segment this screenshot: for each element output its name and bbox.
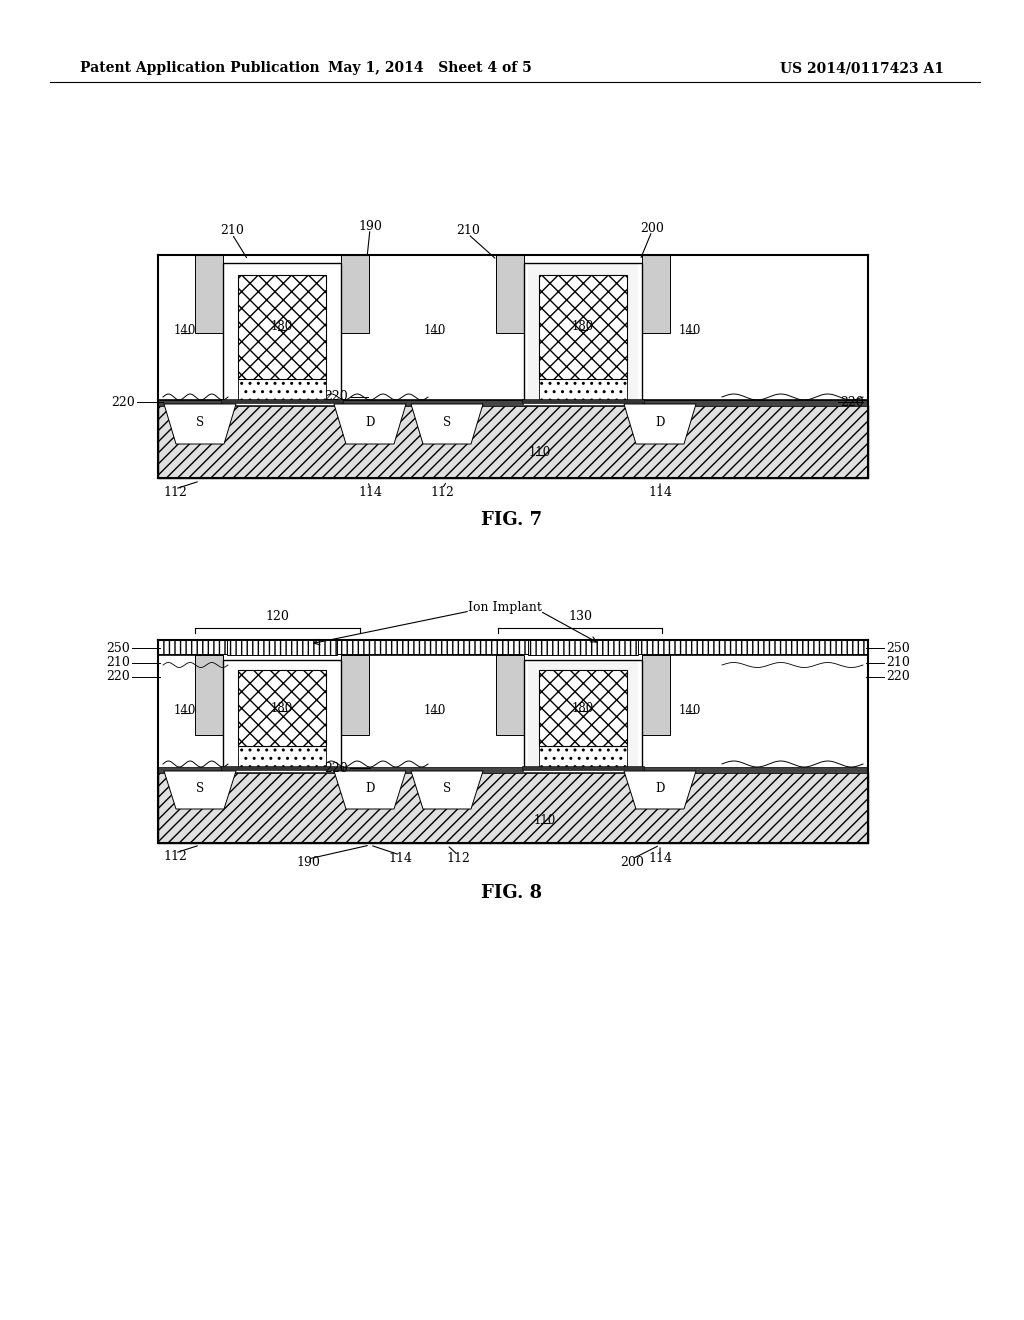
Bar [158, 655, 868, 772]
Bar [539, 275, 627, 379]
Text: 250: 250 [106, 642, 130, 655]
Text: 180: 180 [271, 701, 293, 714]
Text: 210: 210 [220, 224, 244, 238]
Text: 140: 140 [174, 323, 197, 337]
Bar [522, 399, 644, 403]
Bar [539, 671, 627, 746]
Text: S: S [196, 783, 204, 796]
Bar [524, 655, 642, 772]
Bar [524, 263, 642, 401]
Text: 114: 114 [648, 486, 672, 499]
Bar [528, 660, 638, 768]
Text: 112: 112 [163, 486, 187, 499]
Bar [195, 655, 223, 735]
Polygon shape [624, 404, 696, 444]
Bar [158, 405, 868, 478]
Text: D: D [366, 417, 375, 429]
Bar [223, 263, 341, 401]
Bar [158, 772, 868, 843]
Text: 220: 220 [840, 396, 864, 408]
Bar [341, 255, 369, 333]
Text: 112: 112 [446, 851, 470, 865]
Polygon shape [164, 404, 236, 444]
Bar [221, 399, 343, 403]
Text: S: S [443, 417, 451, 429]
Text: 130: 130 [568, 610, 592, 623]
Text: 140: 140 [679, 704, 701, 717]
Text: FIG. 8: FIG. 8 [481, 884, 543, 902]
Bar [223, 655, 341, 772]
Text: 180: 180 [271, 321, 293, 334]
Bar [524, 255, 642, 405]
Text: 114: 114 [388, 851, 412, 865]
Text: 110: 110 [528, 446, 551, 458]
Bar [238, 379, 326, 401]
Text: 220: 220 [112, 396, 135, 408]
Text: 180: 180 [571, 321, 594, 334]
Polygon shape [334, 771, 406, 809]
Text: 220: 220 [325, 391, 348, 404]
Text: 190: 190 [296, 855, 319, 869]
Bar [158, 255, 868, 400]
Bar [539, 746, 627, 768]
Bar [496, 255, 524, 333]
Bar [221, 766, 343, 770]
Text: 210: 210 [106, 656, 130, 669]
Text: 190: 190 [358, 219, 382, 232]
Bar [238, 671, 326, 746]
Text: 114: 114 [358, 486, 382, 499]
Bar [528, 640, 638, 655]
Text: 140: 140 [424, 704, 446, 717]
Text: 112: 112 [163, 850, 187, 862]
Text: D: D [655, 783, 665, 796]
Text: 250: 250 [886, 642, 909, 655]
Bar [223, 255, 341, 405]
Polygon shape [164, 771, 236, 809]
Bar [496, 655, 524, 735]
Text: 112: 112 [430, 486, 454, 499]
Text: 114: 114 [648, 851, 672, 865]
Text: Patent Application Publication: Patent Application Publication [80, 61, 319, 75]
Bar [195, 255, 223, 333]
Polygon shape [624, 771, 696, 809]
Text: D: D [655, 417, 665, 429]
Text: May 1, 2014   Sheet 4 of 5: May 1, 2014 Sheet 4 of 5 [328, 61, 531, 75]
Bar [528, 263, 638, 401]
Text: 110: 110 [534, 813, 556, 826]
Bar [227, 640, 337, 655]
Text: 200: 200 [621, 855, 644, 869]
Text: 180: 180 [571, 701, 594, 714]
Bar [158, 640, 868, 655]
Bar [642, 655, 670, 735]
Text: 120: 120 [265, 610, 290, 623]
Text: 220: 220 [886, 671, 909, 684]
Text: 210: 210 [886, 656, 910, 669]
Bar [642, 255, 670, 333]
Bar [238, 746, 326, 768]
Text: Ion Implant: Ion Implant [468, 602, 542, 615]
Bar [522, 766, 644, 770]
Text: 140: 140 [679, 323, 701, 337]
Polygon shape [411, 404, 483, 444]
Bar [238, 275, 326, 379]
Bar [524, 660, 642, 768]
Text: 140: 140 [174, 704, 197, 717]
Bar [158, 400, 868, 407]
Text: 220: 220 [106, 671, 130, 684]
Text: 200: 200 [640, 222, 664, 235]
Text: US 2014/0117423 A1: US 2014/0117423 A1 [780, 61, 944, 75]
Text: D: D [366, 783, 375, 796]
Text: S: S [443, 783, 451, 796]
Bar [341, 655, 369, 735]
Polygon shape [411, 771, 483, 809]
Bar [223, 660, 341, 768]
Text: 210: 210 [456, 224, 480, 238]
Text: S: S [196, 417, 204, 429]
Text: 140: 140 [424, 323, 446, 337]
Text: 220: 220 [325, 762, 348, 775]
Polygon shape [334, 404, 406, 444]
Bar [539, 379, 627, 401]
Text: FIG. 7: FIG. 7 [481, 511, 543, 529]
Bar [158, 767, 868, 774]
